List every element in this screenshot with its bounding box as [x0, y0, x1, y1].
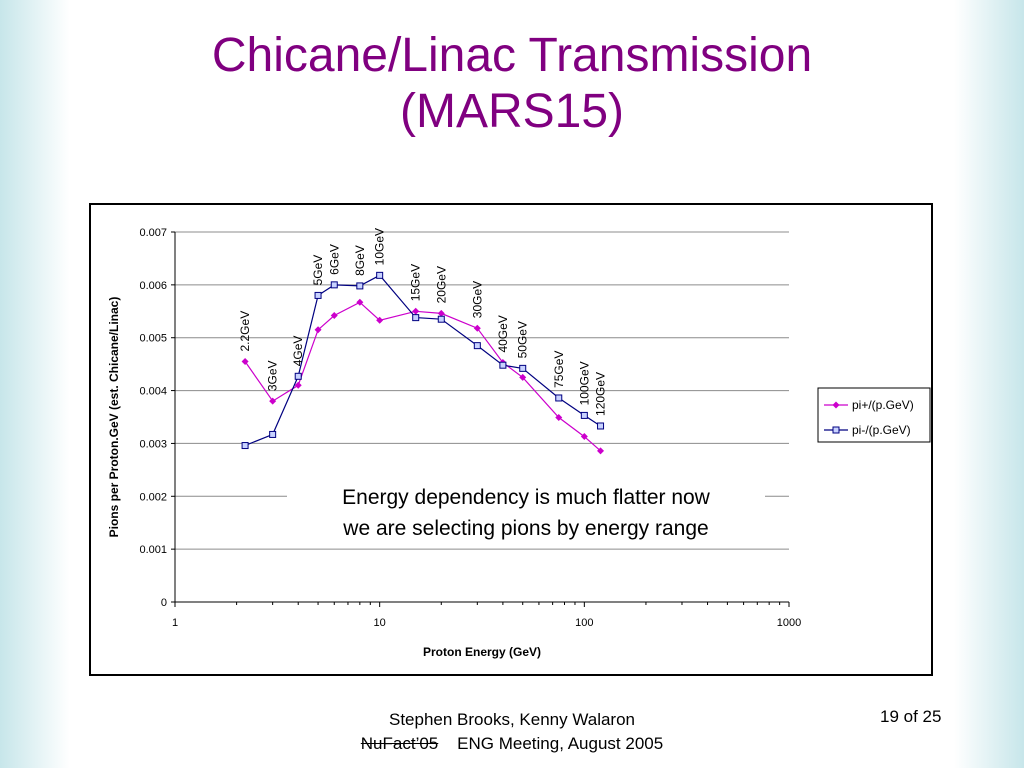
data-point-pi-plus [412, 307, 420, 315]
energy-label: 30GeV [470, 281, 484, 318]
y-tick-label: 0.001 [139, 544, 167, 556]
data-point-pi-minus [241, 442, 249, 450]
footer-event: NuFact’05 ENG Meeting, August 2005 [320, 732, 704, 756]
data-point-pi-plus [597, 447, 605, 455]
y-tick-label: 0.004 [139, 386, 167, 398]
data-point-pi-minus [580, 411, 588, 419]
y-tick-label: 0.006 [139, 280, 167, 292]
energy-label: 6GeV [327, 244, 341, 275]
annotation-box [287, 480, 765, 544]
data-point-pi-plus [580, 433, 588, 441]
annotation-line1: Energy dependency is much flatter now [342, 486, 711, 509]
energy-label: 15GeV [409, 264, 423, 301]
x-tick-label: 10 [374, 617, 386, 629]
data-point-pi-plus [294, 381, 302, 389]
data-point-pi-minus [330, 281, 338, 289]
data-point-pi-minus [294, 372, 302, 380]
slide-title: Chicane/Linac Transmission (MARS15) [0, 28, 1024, 140]
legend-marker-square [832, 426, 840, 434]
energy-label: 120GeV [594, 372, 608, 416]
data-point-pi-plus [269, 397, 277, 405]
x-axis-title: Proton Energy (GeV) [423, 645, 541, 659]
footer-event-struck: NuFact’05 [360, 734, 439, 753]
footer: Stephen Brooks, Kenny Walaron NuFact’05 … [320, 708, 704, 756]
data-point-pi-plus [356, 298, 364, 306]
energy-label: 40GeV [496, 315, 510, 352]
data-point-pi-plus [330, 312, 338, 320]
data-point-pi-minus [437, 315, 445, 323]
energy-label: 10GeV [373, 228, 387, 265]
x-tick-label: 1000 [777, 617, 801, 629]
annotation-line2: we are selecting pions by energy range [342, 517, 708, 540]
data-point-pi-plus [437, 309, 445, 317]
chart-frame: 0 0.001 0.002 0.003 0.004 0.005 0.006 0.007 1 10 1… [89, 203, 933, 676]
energy-label: 100GeV [577, 361, 591, 405]
page-number: 19 of 25 [880, 707, 942, 726]
slide-title-line2: (MARS15) [399, 85, 625, 138]
data-point-pi-minus [376, 271, 384, 279]
energy-label: 75GeV [552, 351, 566, 388]
footer-authors: Stephen Brooks, Kenny Walaron [388, 710, 635, 729]
data-point-pi-plus [473, 324, 481, 332]
data-point-pi-minus [314, 291, 322, 299]
energy-label: 20GeV [434, 266, 448, 303]
y-tick-label: 0.002 [139, 491, 167, 503]
data-point-pi-minus [597, 422, 605, 430]
legend-entry: pi+/(p.GeV) [852, 398, 914, 412]
energy-label: 2.2GeV [238, 311, 252, 352]
data-point-pi-minus [519, 364, 527, 372]
y-tick-label: 0 [161, 597, 167, 609]
energy-label: 4GeV [291, 336, 305, 367]
data-point-pi-minus [473, 342, 481, 350]
transmission-chart: 0 0.001 0.002 0.003 0.004 0.005 0.006 0.007 1 10 1… [107, 227, 931, 659]
y-tick-label: 0.005 [139, 333, 167, 345]
data-point-pi-plus [376, 316, 384, 324]
data-point-pi-minus [499, 361, 507, 369]
data-point-pi-plus [314, 326, 322, 334]
y-tick-label: 0.003 [139, 438, 167, 450]
data-point-pi-plus [241, 358, 249, 365]
x-tick-label: 100 [575, 617, 593, 629]
energy-label: 3GeV [266, 360, 280, 391]
energy-label: 8GeV [353, 245, 367, 276]
x-tick-label: 1 [172, 617, 178, 629]
energy-label: 5GeV [311, 255, 325, 286]
slide-title-line1: Chicane/Linac Transmission [211, 29, 813, 82]
data-point-pi-plus [519, 373, 527, 381]
footer-event-name: ENG Meeting, August 2005 [457, 734, 664, 753]
data-point-pi-minus [356, 282, 364, 290]
data-point-pi-plus [555, 414, 563, 422]
energy-label: 50GeV [516, 321, 530, 358]
y-axis-title: Pions per Proton.GeV (est. Chicane/Linac… [107, 297, 121, 538]
legend-marker-diamond [832, 401, 840, 409]
data-point-pi-minus [555, 394, 563, 402]
y-tick-label: 0.007 [139, 227, 167, 239]
legend-entry: pi-/(p.GeV) [852, 423, 911, 437]
data-point-pi-minus [412, 314, 420, 322]
data-point-pi-minus [269, 430, 277, 438]
